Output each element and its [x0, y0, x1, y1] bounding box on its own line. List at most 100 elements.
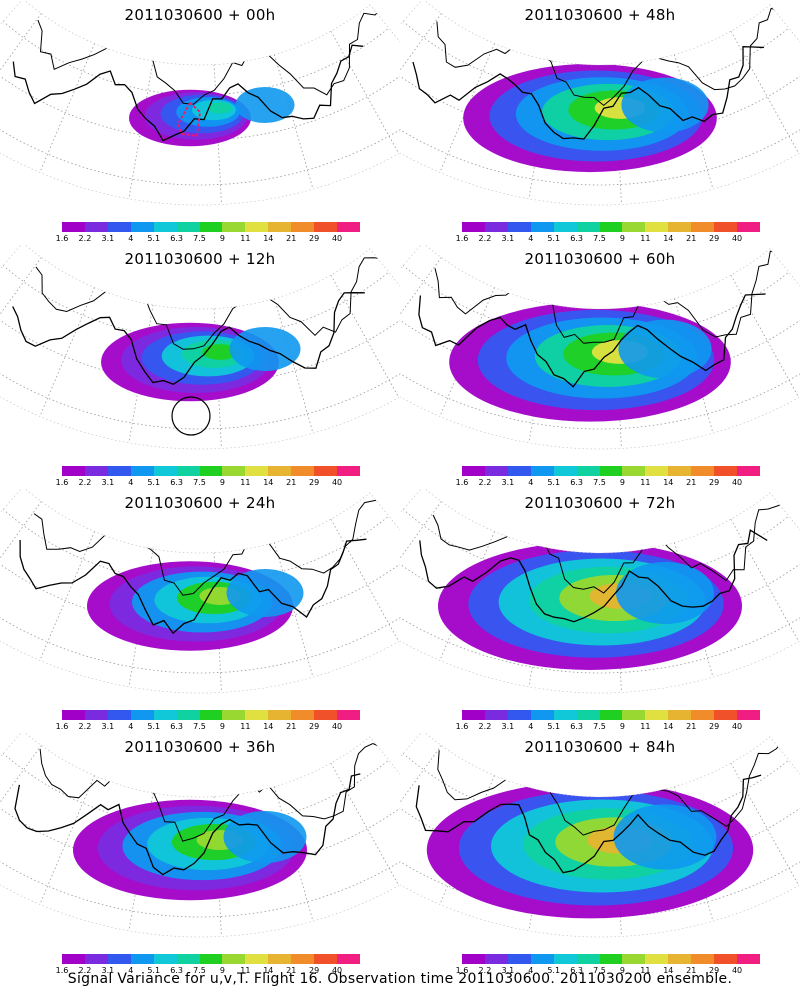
colorbar-swatch — [222, 222, 246, 232]
colorbar-swatch — [645, 222, 669, 232]
colorbar-labels: 1.6 2.2 3.1 4 5.1 6.3 7.5 9 11 14 21 29 40 — [56, 722, 360, 732]
colorbar-swatch — [130, 954, 154, 964]
colorbar-swatch — [553, 222, 577, 232]
colorbar-tick-label: 9 — [619, 722, 625, 731]
colorbar-swatch — [484, 954, 508, 964]
colorbar-tick-label: 21 — [686, 966, 697, 975]
colorbar-swatch — [599, 466, 623, 476]
colorbar-swatch — [291, 466, 315, 476]
polar-map-00h — [0, 0, 400, 206]
colorbar-tick-label: 1.6 — [455, 966, 469, 975]
colorbar-swatch — [107, 710, 131, 720]
colorbar-swatch — [668, 466, 692, 476]
colorbar-tick-label: 40 — [731, 234, 743, 243]
colorbar-tick-label: 3.1 — [101, 234, 115, 243]
colorbar-tick-label: 4 — [528, 722, 534, 731]
colorbar-swatch — [130, 466, 154, 476]
colorbar-tick-label: 3.1 — [101, 722, 115, 731]
colorbar-tick-label: 40 — [731, 966, 743, 975]
colorbar-tick-label: 5.1 — [147, 234, 161, 243]
colorbar-swatch — [530, 710, 554, 720]
colorbar-swatch — [130, 222, 154, 232]
colorbar-swatch — [62, 954, 85, 964]
colorbar-tick-label: 29 — [709, 234, 720, 243]
colorbar-tick-label: 14 — [263, 478, 274, 487]
colorbar-tick-label: 9 — [619, 234, 625, 243]
colorbar-tick-label: 40 — [331, 966, 343, 975]
colorbar-swatch — [622, 466, 646, 476]
colorbar-tick-label: 6.3 — [170, 966, 183, 975]
colorbar-swatch — [668, 710, 692, 720]
colorbar-swatch — [176, 954, 200, 964]
colorbar-swatch — [222, 466, 246, 476]
colorbar-swatch — [714, 222, 738, 232]
colorbar-tick-label: 7.5 — [593, 722, 606, 731]
colorbar-swatch — [130, 710, 154, 720]
colorbar-swatch — [668, 954, 692, 964]
colorbar-swatch — [599, 954, 623, 964]
map-panel-24h: 2011030600 + 24h 1.6 2.2 3.1 4 5.1 6.3 7.5 9 11 14… — [0, 488, 400, 732]
colorbar-tick-label: 21 — [286, 478, 297, 487]
colorbar-tick-label: 2.2 — [478, 234, 492, 243]
colorbar-swatch — [245, 710, 269, 720]
colorbar-swatch — [484, 710, 508, 720]
colorbar-swatch — [714, 466, 738, 476]
colorbar-swatch — [291, 222, 315, 232]
colorbar-labels: 1.6 2.2 3.1 4 5.1 6.3 7.5 9 11 14 21 29 40 — [456, 722, 760, 732]
colorbar-swatch — [107, 954, 131, 964]
map-panel-60h: 2011030600 + 60h 1.6 2.2 3.1 4 5.1 6.3 7.5 9 11 14… — [400, 244, 800, 488]
colorbar-swatch — [530, 466, 554, 476]
map-panel-00h: 2011030600 + 00h 1.6 2.2 3.1 4 5.1 6.3 7.5 9 11 14… — [0, 0, 400, 244]
panel-title: 2011030600 + 48h — [524, 6, 676, 24]
map-panel-84h: 2011030600 + 84h 1.6 2.2 3.1 4 5.1 6.3 7.5 9 11 14… — [400, 732, 800, 976]
observation-region-outline — [177, 101, 201, 138]
colorbar-tick-label: 11 — [240, 478, 251, 487]
colorbar-swatch — [737, 222, 760, 232]
colorbar-swatch — [62, 710, 85, 720]
colorbar-swatch — [62, 222, 85, 232]
colorbar-tick-label: 21 — [686, 234, 697, 243]
colorbar-tick-label: 9 — [219, 722, 225, 731]
colorbar-swatch — [176, 710, 200, 720]
colorbar-swatch — [645, 710, 669, 720]
panel-title: 2011030600 + 36h — [124, 738, 276, 756]
colorbar-swatch — [84, 222, 108, 232]
colorbar-swatch — [314, 466, 338, 476]
colorbar-tick-label: 3.1 — [501, 234, 515, 243]
colorbar-tick-label: 5.1 — [547, 966, 561, 975]
colorbar-tick-label: 1.6 — [455, 722, 469, 731]
colorbar-swatch — [107, 466, 131, 476]
colorbar — [462, 954, 760, 964]
colorbar-tick-label: 14 — [263, 722, 274, 731]
polar-map-24h — [0, 488, 400, 694]
colorbar-tick-label: 6.3 — [170, 478, 183, 487]
colorbar-swatch — [622, 954, 646, 964]
colorbar-swatch — [314, 222, 338, 232]
colorbar-tick-label: 5.1 — [547, 478, 561, 487]
colorbar-tick-label: 40 — [331, 478, 343, 487]
colorbar-swatch — [714, 710, 738, 720]
colorbar-swatch — [291, 710, 315, 720]
colorbar-tick-label: 6.3 — [570, 478, 583, 487]
colorbar-swatch — [691, 710, 715, 720]
map-panel-36h: 2011030600 + 36h 1.6 2.2 3.1 4 5.1 6.3 7.5 9 11 14… — [0, 732, 400, 976]
colorbar-tick-label: 4 — [528, 478, 534, 487]
colorbar-tick-label: 21 — [686, 478, 697, 487]
colorbar-tick-label: 7.5 — [193, 722, 206, 731]
colorbar-swatch — [199, 710, 223, 720]
panel-title: 2011030600 + 60h — [524, 250, 676, 268]
colorbar-tick-label: 40 — [731, 722, 743, 731]
colorbar-swatch — [268, 222, 292, 232]
colorbar-swatch — [507, 954, 531, 964]
colorbar-swatch — [668, 222, 692, 232]
colorbar-tick-label: 21 — [286, 722, 297, 731]
colorbar-swatch — [268, 466, 292, 476]
map-panel-72h: 2011030600 + 72h 1.6 2.2 3.1 4 5.1 6.3 7.5 9 11 14… — [400, 488, 800, 732]
colorbar-tick-label: 5.1 — [147, 966, 161, 975]
colorbar-swatch — [314, 954, 338, 964]
colorbar-tick-label: 9 — [219, 234, 225, 243]
colorbar-tick-label: 6.3 — [570, 234, 583, 243]
colorbar-tick-label: 9 — [619, 478, 625, 487]
polar-map-36h — [0, 732, 400, 938]
colorbar — [462, 222, 760, 232]
